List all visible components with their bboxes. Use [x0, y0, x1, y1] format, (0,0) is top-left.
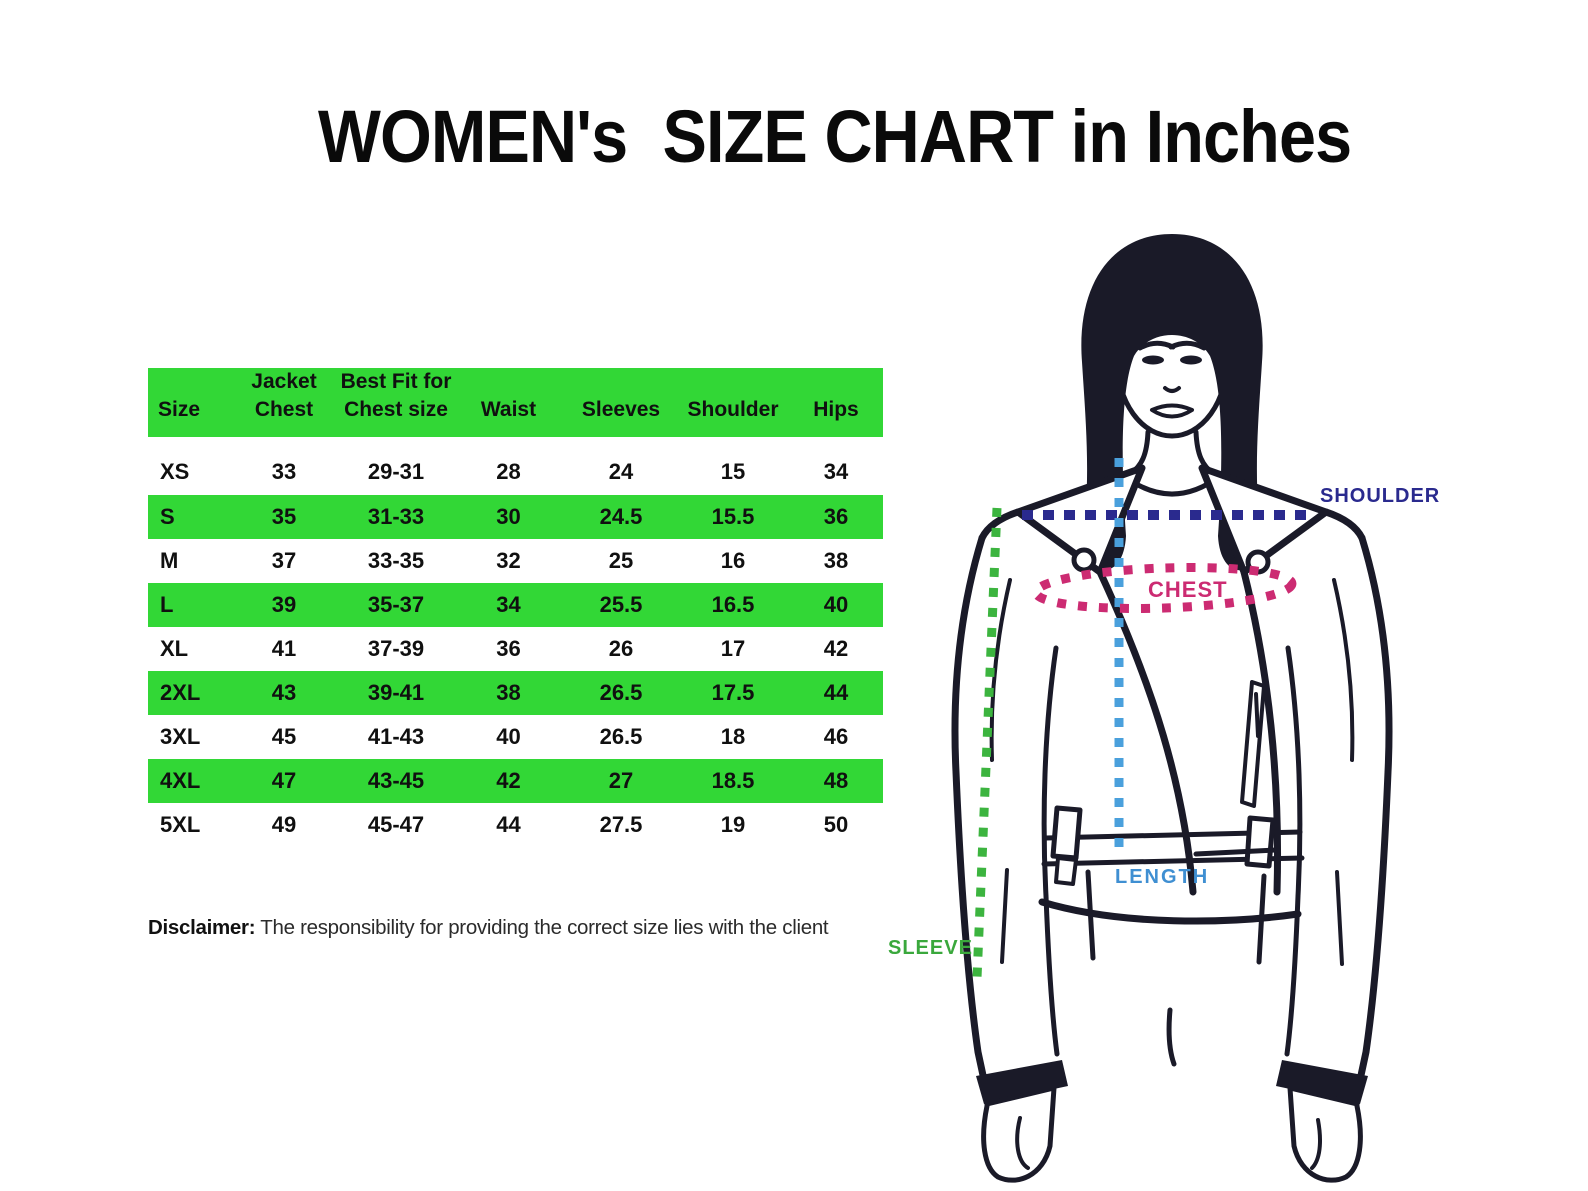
cell-size: S	[160, 503, 175, 529]
cell-size: 3XL	[160, 723, 201, 749]
table-row: 3XL 45 41-43 40 26.5 18 46	[148, 715, 883, 759]
cell-shoulder: 15.5	[711, 503, 755, 529]
cell-best_fit: 31-33	[367, 503, 425, 529]
woman-figure	[951, 234, 1393, 1183]
sleeve-label: SLEEVE	[888, 937, 973, 959]
table-row: 2XL 43 39-41 38 26.5 17.5 44	[148, 670, 883, 715]
measurement-diagram: SHOULDER CHEST LENGTH SLEEVE	[860, 220, 1450, 1191]
cell-jacket_chest: 39	[271, 591, 297, 617]
table-row: M 37 33-35 32 25 16 38	[148, 539, 883, 583]
cell-shoulder: 16.5	[711, 591, 755, 617]
cell-shoulder: 15	[720, 458, 746, 484]
woman-jacket-illustration: SHOULDER CHEST LENGTH SLEEVE	[888, 234, 1440, 1183]
size-table: Size Jacket Chest Best Fit for Chest siz…	[148, 368, 883, 847]
cell-jacket_chest: 45	[271, 723, 297, 749]
cell-sleeves: 26.5	[599, 679, 643, 705]
cell-waist: 34	[496, 591, 521, 617]
chest-measure-ellipse	[1031, 563, 1297, 613]
header-row: Size Jacket Chest Best Fit for Chest siz…	[148, 368, 883, 437]
cell-waist: 38	[496, 679, 521, 705]
cell-hips: 40	[823, 591, 849, 617]
cell-waist: 30	[496, 503, 521, 529]
table-row: XS 33 29-31 28 24 15 34	[148, 437, 883, 495]
cell-best_fit: 33-35	[367, 547, 425, 573]
cell-size: XS	[160, 458, 190, 484]
cell-sleeves: 25.5	[599, 591, 643, 617]
cell-sleeves: 27.5	[599, 811, 643, 837]
cell-waist: 36	[496, 635, 521, 661]
cell-shoulder: 19	[720, 811, 746, 837]
cell-sleeves: 26.5	[599, 723, 643, 749]
header-size: Size	[158, 398, 201, 422]
sleeve-measure-line	[972, 507, 1002, 979]
cell-best_fit: 35-37	[367, 591, 425, 617]
header-sleeves: Sleeves	[581, 398, 661, 422]
cell-hips: 46	[823, 723, 849, 749]
table-row: 5XL 49 45-47 44 27.5 19 50	[148, 803, 883, 847]
header-best-fit: Best Fit for Chest size	[340, 368, 452, 437]
disclaimer-text: The responsibility for providing the cor…	[260, 916, 829, 939]
cell-best_fit: 43-45	[367, 767, 425, 793]
page-title: WOMEN's SIZE CHART in Inches	[318, 95, 1352, 178]
cell-hips: 50	[823, 811, 849, 837]
size-table-body: XS 33 29-31 28 24 15 34 S 35 31-33 30 24.5 15.5 36 M 37…	[148, 437, 883, 847]
cell-size: 5XL	[160, 811, 201, 837]
cell-shoulder: 18.5	[711, 767, 755, 793]
cell-jacket_chest: 35	[271, 503, 297, 529]
cell-hips: 42	[823, 635, 849, 661]
header-best-fit-line1: Best Fit for	[340, 370, 452, 393]
cell-waist: 32	[496, 547, 521, 573]
cell-sleeves: 27	[608, 767, 634, 793]
cell-jacket_chest: 41	[271, 635, 297, 661]
header-shoulder: Shoulder	[687, 398, 779, 422]
cell-hips: 36	[823, 503, 849, 529]
cell-shoulder: 18	[720, 723, 746, 749]
table-row: S 35 31-33 30 24.5 15.5 36	[148, 494, 883, 539]
cell-sleeves: 24	[608, 458, 634, 484]
cell-best_fit: 37-39	[367, 635, 425, 661]
cell-waist: 28	[496, 458, 521, 484]
disclaimer-label: Disclaimer:	[148, 916, 256, 939]
cell-hips: 34	[823, 458, 849, 484]
cell-shoulder: 17.5	[711, 679, 755, 705]
table-row: L 39 35-37 34 25.5 16.5 40	[148, 582, 883, 627]
table-row: XL 41 37-39 36 26 17 42	[148, 627, 883, 671]
cell-jacket_chest: 49	[271, 811, 297, 837]
cell-size: 2XL	[160, 679, 201, 705]
cell-jacket_chest: 37	[271, 547, 297, 573]
table-row: 4XL 47 43-45 42 27 18.5 48	[148, 758, 883, 803]
length-label: LENGTH	[1115, 866, 1209, 888]
cell-waist: 42	[496, 767, 521, 793]
cell-waist: 40	[496, 723, 521, 749]
cell-jacket_chest: 33	[271, 458, 297, 484]
cell-best_fit: 39-41	[367, 679, 425, 705]
cell-hips: 44	[823, 679, 849, 705]
cell-size: XL	[160, 635, 189, 661]
cell-best_fit: 45-47	[367, 811, 425, 837]
cell-waist: 44	[496, 811, 521, 837]
cell-size: M	[160, 547, 179, 573]
size-table-header: Size Jacket Chest Best Fit for Chest siz…	[148, 368, 883, 437]
cell-jacket_chest: 43	[271, 679, 297, 705]
cell-shoulder: 16	[720, 547, 746, 573]
chest-label: CHEST	[1148, 577, 1228, 602]
cell-best_fit: 29-31	[367, 458, 425, 484]
header-waist: Waist	[480, 398, 537, 422]
cell-hips: 38	[823, 547, 849, 573]
shoulder-label: SHOULDER	[1320, 485, 1440, 507]
cell-hips: 48	[823, 767, 849, 793]
cell-shoulder: 17	[720, 635, 746, 661]
cell-best_fit: 41-43	[367, 723, 425, 749]
header-best-fit-line2: Chest size	[344, 398, 448, 422]
disclaimer: Disclaimer: The responsibility for provi…	[148, 916, 908, 940]
cell-size: L	[160, 591, 174, 617]
cell-jacket_chest: 47	[271, 767, 297, 793]
cell-sleeves: 24.5	[599, 503, 643, 529]
cell-size: 4XL	[160, 767, 201, 793]
cell-sleeves: 26	[608, 635, 634, 661]
header-hips: Hips	[813, 398, 859, 422]
cell-sleeves: 25	[608, 547, 634, 573]
header-jacket-chest: Jacket Chest	[251, 370, 317, 422]
